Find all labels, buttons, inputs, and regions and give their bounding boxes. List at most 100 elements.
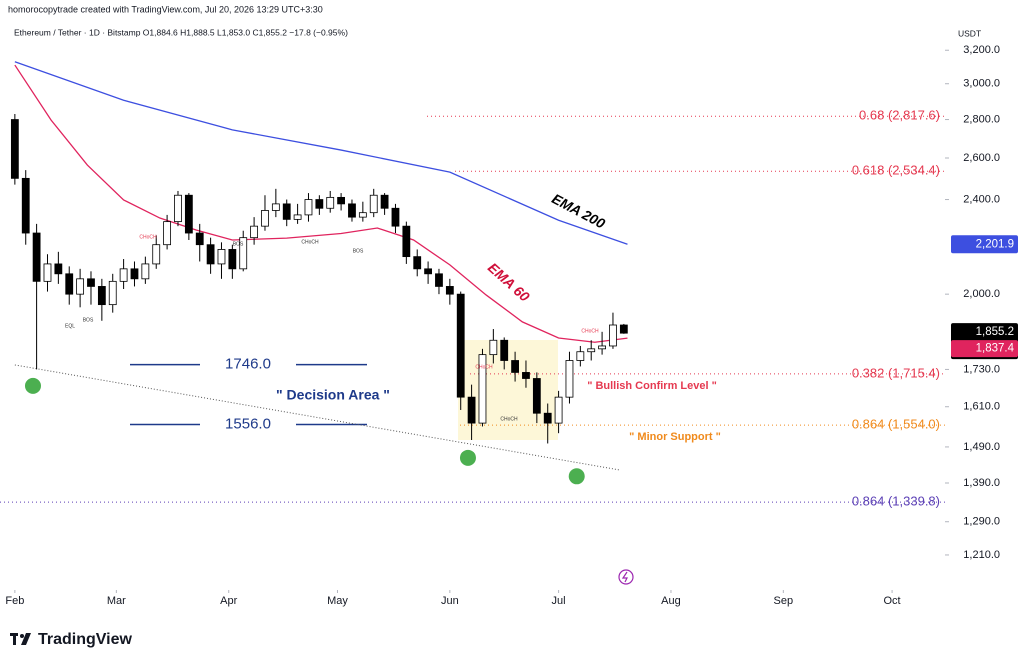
candle-body — [619, 324, 628, 334]
candle-body — [435, 273, 443, 287]
annotation: CHoCH — [500, 416, 518, 422]
x-tick-label: Oct — [884, 595, 901, 607]
candle-body — [337, 196, 345, 205]
zone-label: 1556.0 — [225, 415, 271, 432]
candle-body — [456, 293, 465, 398]
symbol-info: Ethereum / Tether · 1D · Bitstamp O1,884… — [14, 27, 348, 37]
candle-body — [380, 194, 389, 209]
annotation: BOS — [233, 241, 244, 247]
candle-body — [326, 196, 335, 209]
trendline — [14, 364, 621, 471]
candle-body — [522, 372, 530, 379]
credit: homorocopytrade created with TradingView… — [8, 4, 323, 14]
candle-body — [65, 273, 74, 295]
candle-body — [565, 360, 574, 398]
logo — [10, 633, 31, 645]
y-tick-label: 2,600.0 — [963, 152, 1000, 164]
level-label: 0.864 (1,554.0) — [852, 417, 940, 432]
ema-line — [14, 61, 628, 245]
last-price-label: 1,855.2 — [976, 326, 1014, 338]
y-tick-label: 1,290.0 — [963, 516, 1000, 528]
candle-body — [424, 268, 432, 275]
candle-body — [32, 232, 41, 282]
x-tick-label: Jun — [441, 595, 459, 607]
candle-body — [598, 345, 606, 350]
candle-body — [119, 268, 128, 282]
candle-body — [108, 280, 117, 306]
candle-body — [348, 203, 356, 218]
y-tick-label: 3,000.0 — [963, 78, 1000, 90]
currency: USDT — [958, 28, 981, 38]
candle-body — [184, 194, 193, 234]
x-tick-label: Sep — [774, 595, 794, 607]
candle-body — [97, 286, 106, 306]
candle-body — [609, 324, 617, 347]
candle-body — [511, 360, 519, 373]
pivot-dot — [459, 449, 476, 466]
candle-body — [76, 278, 85, 295]
candle-body — [250, 225, 259, 239]
candle-body — [282, 203, 291, 220]
candle-body — [554, 396, 563, 424]
annotation: " Minor Support " — [629, 431, 721, 443]
candle-body — [130, 268, 139, 280]
y-tick-label: 3,200.0 — [963, 44, 1000, 56]
candle-body — [10, 119, 19, 179]
candle-body — [445, 286, 454, 295]
candle-body — [239, 237, 248, 270]
zone-label: 1746.0 — [225, 356, 271, 373]
annotation: EMA 200 — [549, 190, 608, 231]
candle-body — [413, 256, 422, 270]
y-tick-label: 1,730.0 — [963, 363, 1000, 375]
y-tick-label: 2,400.0 — [963, 193, 1000, 205]
candle-body — [174, 194, 182, 223]
brand: TradingView — [38, 631, 133, 648]
level-label: 0.382 (1,715.4) — [852, 365, 940, 380]
candle-body — [195, 232, 204, 246]
pivot-dot — [568, 468, 585, 485]
annotation: CHoCH — [139, 234, 157, 240]
ema-line — [14, 64, 628, 343]
x-tick-label: Apr — [220, 595, 237, 607]
candle-body — [532, 378, 541, 414]
candle-body — [358, 212, 367, 218]
level-label: 0.864 (1,339.8) — [852, 494, 940, 509]
y-tick-label: 2,800.0 — [963, 113, 1000, 125]
annotation: BOS — [83, 317, 94, 323]
annotation: EMA 60 — [485, 259, 533, 305]
annotation: BOS — [353, 248, 364, 254]
candle-body — [217, 249, 226, 265]
candle-body — [21, 177, 30, 234]
level-label: 0.68 (2,817.6) — [859, 108, 940, 123]
candle-body — [304, 199, 313, 216]
event-icon — [618, 569, 634, 585]
candle-body — [489, 339, 498, 356]
ema200-badge — [951, 235, 1018, 254]
candle-body — [467, 396, 476, 424]
y-tick-label: 1,610.0 — [963, 401, 1000, 413]
annotation: CHoCH — [301, 239, 319, 245]
candle-body — [163, 221, 172, 246]
event-icon — [621, 571, 628, 583]
candle-body — [228, 249, 237, 270]
ema200-badge-label: 2,201.9 — [976, 238, 1014, 250]
annotation: " Bullish Confirm Level " — [587, 380, 717, 392]
y-tick-label: 2,000.0 — [963, 288, 1000, 300]
candle-body — [54, 263, 63, 275]
x-tick-label: Feb — [5, 595, 24, 607]
candle-body — [206, 244, 215, 265]
annotation: CHoCH — [581, 328, 599, 334]
ema60-badge-label: 1,837.4 — [976, 343, 1015, 355]
candle-body — [271, 203, 280, 211]
candle-body — [587, 348, 596, 353]
annotation: CHoCH — [475, 364, 493, 370]
candle-body — [576, 351, 585, 361]
logo-part — [20, 634, 24, 638]
candle-body — [478, 354, 487, 424]
candle-body — [152, 244, 161, 265]
pivot-dot — [24, 377, 41, 394]
x-tick-label: Mar — [107, 595, 126, 607]
